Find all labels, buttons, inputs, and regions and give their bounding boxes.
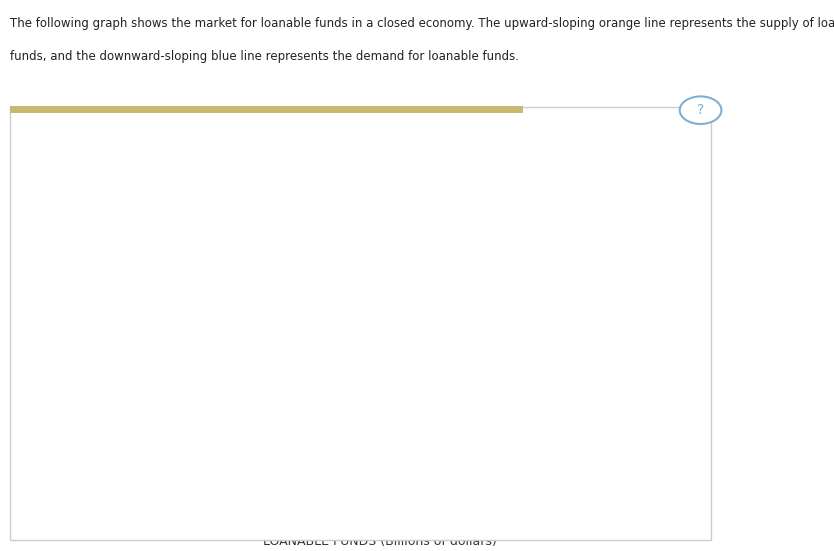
Text: funds, and the downward-sloping blue line represents the demand for loanable fun: funds, and the downward-sloping blue lin… (10, 50, 519, 63)
Text: The following graph shows the market for loanable funds in a closed economy. The: The following graph shows the market for… (10, 17, 834, 30)
Y-axis label: INTEREST RATE (Percent): INTEREST RATE (Percent) (42, 244, 54, 401)
X-axis label: LOANABLE FUNDS (Billions of dollars): LOANABLE FUNDS (Billions of dollars) (263, 534, 496, 548)
Text: ?: ? (697, 103, 704, 117)
Text: Supply: Supply (485, 186, 532, 200)
Text: Demand: Demand (462, 406, 521, 420)
